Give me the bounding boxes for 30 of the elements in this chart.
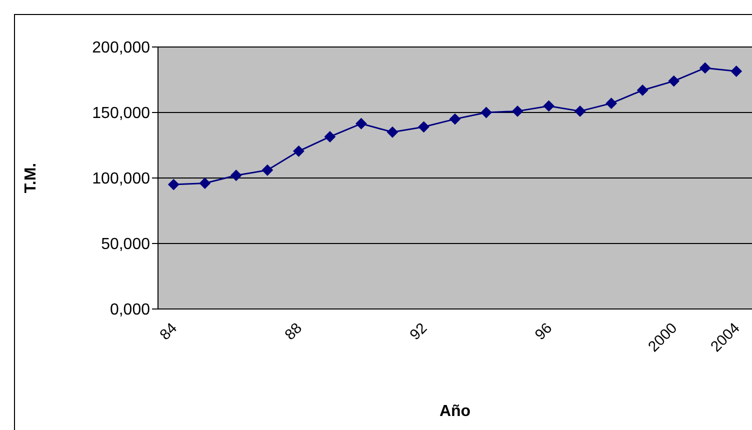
point xyxy=(168,179,180,190)
point xyxy=(293,146,304,157)
x-tick-label: 84 xyxy=(156,320,180,344)
point xyxy=(700,62,711,74)
point xyxy=(574,106,586,117)
point xyxy=(418,121,430,132)
y-tick-label: 50,000 xyxy=(101,236,150,254)
point xyxy=(230,170,242,181)
point xyxy=(512,106,524,117)
x-tick-label: 88 xyxy=(282,320,306,344)
x-tick-label: 96 xyxy=(532,320,556,344)
point xyxy=(386,126,398,138)
point xyxy=(543,100,554,112)
point xyxy=(480,107,492,118)
point xyxy=(262,164,273,176)
y-axis-title: T.M. xyxy=(22,162,40,194)
point xyxy=(450,114,460,125)
y-tick-label: 100,000 xyxy=(92,170,150,188)
point xyxy=(730,66,742,77)
point xyxy=(356,118,367,130)
x-tick-label: 92 xyxy=(406,320,431,344)
x-axis-title: Año xyxy=(439,403,471,420)
point xyxy=(324,131,336,142)
y-tick-label: 200,000 xyxy=(92,40,150,57)
y-tick-label: 0,000 xyxy=(110,302,150,319)
point xyxy=(668,76,680,87)
point xyxy=(637,84,648,96)
point xyxy=(606,98,617,109)
point xyxy=(199,178,210,189)
y-tick-label: 150,000 xyxy=(92,105,150,122)
